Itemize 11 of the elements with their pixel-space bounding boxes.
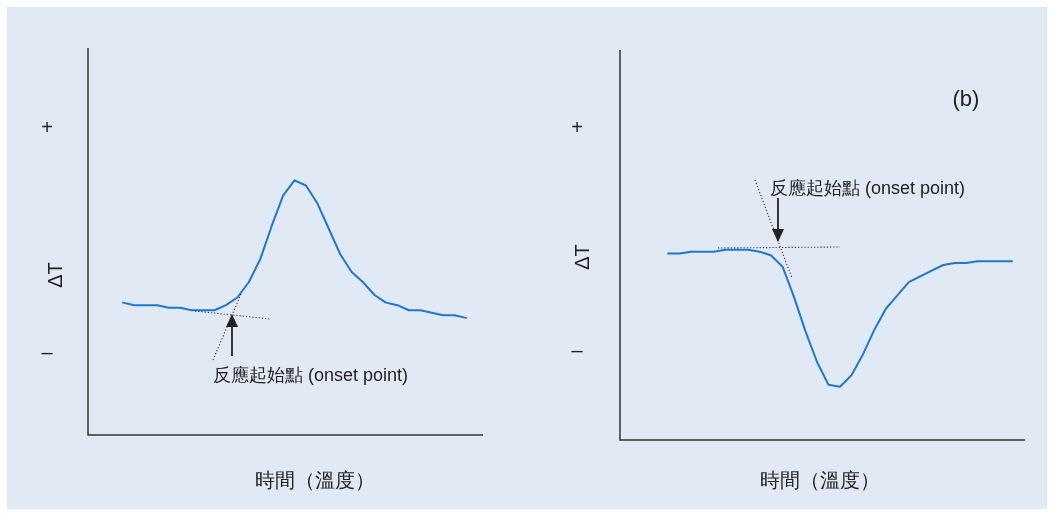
y-axis-title: ΔT xyxy=(571,244,593,270)
text: – xyxy=(41,341,54,363)
text: – xyxy=(571,339,584,361)
y-axis-title: ΔT xyxy=(44,262,66,288)
annotation: 反應起始點 (onset point) xyxy=(213,365,409,385)
text: 反應起始點 (onset point) xyxy=(770,178,966,198)
text: (b) xyxy=(952,85,980,111)
x-axis-title: 時間（溫度） xyxy=(760,469,880,491)
text: + xyxy=(571,116,583,138)
text: + xyxy=(41,116,53,138)
x-axis-title: 時間（溫度） xyxy=(255,469,375,491)
